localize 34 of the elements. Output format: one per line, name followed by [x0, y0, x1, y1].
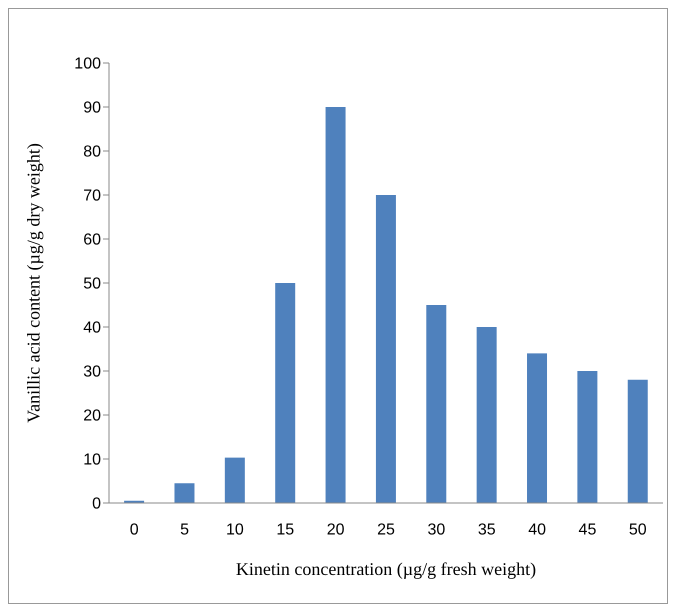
bar [174, 483, 194, 503]
x-tick-label: 15 [276, 521, 294, 538]
y-tick-label: 0 [92, 496, 102, 513]
y-tick-label: 50 [83, 276, 102, 293]
bar [577, 371, 598, 503]
x-tick-label: 40 [528, 521, 546, 538]
x-tick-label: 20 [326, 521, 345, 538]
bar [476, 327, 497, 503]
bar [628, 380, 648, 503]
bar [426, 305, 446, 503]
y-tick-label: 60 [83, 232, 102, 249]
x-tick-label: 25 [377, 521, 395, 538]
x-tick-label: 50 [628, 521, 647, 538]
x-tick-label: 30 [427, 521, 446, 538]
y-tick-label: 20 [83, 408, 102, 425]
bar [275, 283, 296, 503]
bar [376, 195, 396, 503]
y-tick-label: 30 [83, 364, 102, 381]
x-tick-label: 10 [226, 521, 244, 538]
bar [326, 107, 346, 503]
y-axis-title: Vanillic acid content (µg/g dry weight) [23, 143, 44, 423]
x-tick-label: 45 [578, 521, 596, 538]
y-tick-label: 90 [83, 100, 102, 117]
x-tick-label: 35 [478, 521, 496, 538]
y-tick-label: 80 [83, 144, 102, 161]
bar [527, 353, 548, 503]
x-tick-label: 0 [130, 521, 139, 538]
y-tick-label: 70 [83, 188, 102, 205]
x-axis-title: Kinetin concentration (µg/g fresh weight) [236, 559, 536, 579]
y-tick-label: 40 [83, 320, 102, 337]
y-tick-label: 100 [74, 56, 102, 73]
y-tick-label: 10 [83, 452, 102, 469]
bar [224, 458, 245, 503]
x-tick-label: 5 [180, 521, 190, 538]
